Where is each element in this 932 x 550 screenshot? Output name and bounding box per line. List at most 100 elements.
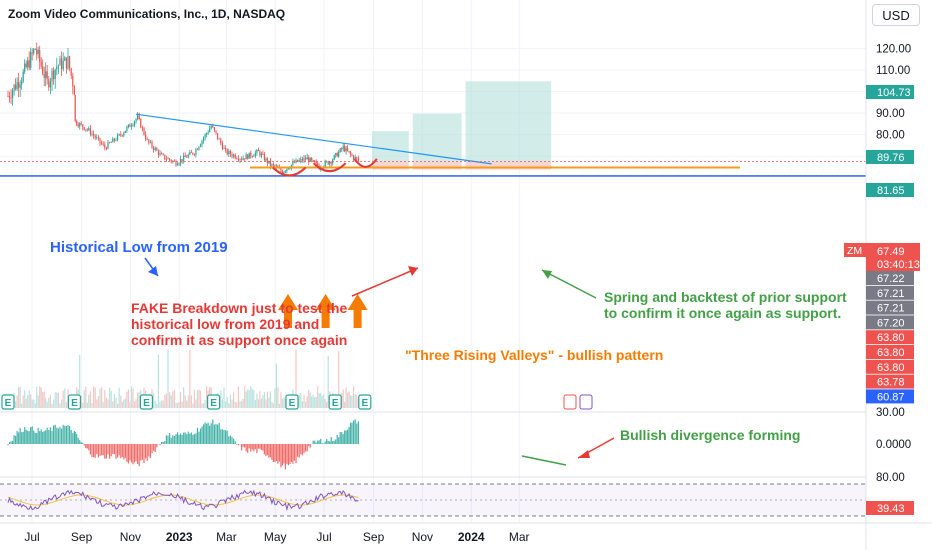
macd-bar-109 bbox=[176, 432, 179, 444]
macd-bar-116 bbox=[187, 431, 189, 444]
macd-bar-56 bbox=[93, 444, 95, 458]
volume-bar-100 bbox=[162, 400, 164, 408]
macd-bar-5 bbox=[15, 435, 17, 444]
earnings-marker-1 bbox=[67, 394, 82, 410]
candle-body-33 bbox=[57, 65, 59, 67]
macd-bar-118 bbox=[190, 432, 192, 444]
macd-bar-57 bbox=[94, 444, 96, 458]
candle-body-156 bbox=[250, 152, 252, 157]
macd-bar-74 bbox=[121, 444, 123, 458]
macd-bar-226 bbox=[356, 423, 358, 444]
volume-bar-19 bbox=[36, 386, 38, 408]
candle-body-124 bbox=[199, 144, 202, 147]
price-label-box-11 bbox=[866, 389, 914, 404]
candle-body-200 bbox=[317, 162, 319, 167]
volume-bar-163 bbox=[260, 398, 262, 408]
price-label-box-5 bbox=[866, 300, 914, 315]
divergence-annotation: Bullish divergence forming bbox=[620, 427, 800, 443]
macd-bar-105 bbox=[170, 437, 172, 444]
rsi-top-tick: 80.00 bbox=[876, 472, 905, 484]
candle-body-167 bbox=[266, 158, 268, 164]
candle-body-96 bbox=[156, 148, 158, 151]
volume-bar-70 bbox=[115, 397, 117, 408]
candle-body-22 bbox=[40, 61, 42, 67]
candle-body-152 bbox=[244, 158, 246, 160]
price-tick-3: 90.00 bbox=[876, 108, 905, 120]
price-axis: 120.00110.00100.0090.0080.0070.00104.738… bbox=[844, 0, 932, 550]
candle-body-109 bbox=[176, 164, 179, 166]
macd-bar-168 bbox=[268, 444, 270, 458]
candle-body-119 bbox=[192, 152, 194, 155]
alert-icon-box bbox=[563, 394, 577, 410]
candle-body-57 bbox=[94, 135, 96, 138]
volume-bar-75 bbox=[123, 399, 125, 408]
macd-bar-15 bbox=[30, 427, 32, 444]
macd-bar-60 bbox=[99, 444, 101, 456]
candle-body-137 bbox=[220, 139, 222, 144]
candle-body-127 bbox=[204, 134, 206, 139]
candle-body-111 bbox=[180, 159, 182, 164]
rsi-value-label: 39.43 bbox=[877, 503, 905, 515]
spring-line-1: Spring and backtest of prior support bbox=[604, 289, 847, 305]
price-label-box-10 bbox=[866, 374, 914, 389]
macd-bar-172 bbox=[274, 444, 276, 463]
candle-body-46 bbox=[77, 124, 79, 127]
macd-histogram bbox=[7, 419, 615, 470]
valley-curve-0 bbox=[272, 166, 307, 177]
volume-bar-120 bbox=[193, 389, 195, 408]
volume-bar-55 bbox=[91, 403, 93, 408]
macd-bar-211 bbox=[333, 440, 335, 444]
currency-button[interactable]: USD bbox=[872, 4, 920, 26]
macd-bar-38 bbox=[65, 426, 67, 444]
macd-bar-124 bbox=[199, 428, 202, 444]
volume-bar-113 bbox=[183, 387, 185, 408]
macd-bar-214 bbox=[338, 437, 340, 444]
macd-bar-39 bbox=[67, 425, 69, 444]
rising-arrow-2 bbox=[347, 294, 368, 328]
macd-bar-3 bbox=[11, 440, 14, 444]
macd-bar-26 bbox=[46, 427, 48, 444]
volume-bar-76 bbox=[124, 398, 126, 408]
candle-body-3 bbox=[11, 90, 14, 99]
volume-bar-102 bbox=[165, 393, 167, 408]
macd-bar-83 bbox=[135, 444, 137, 462]
macd-bar-64 bbox=[105, 444, 107, 459]
macd-bar-100 bbox=[162, 441, 164, 444]
candle-body-4 bbox=[13, 84, 15, 91]
price-label-4: 67.21 bbox=[877, 288, 905, 300]
volume-bar-28 bbox=[49, 394, 51, 408]
macd-bar-216 bbox=[341, 432, 343, 444]
price-tick-0: 120.00 bbox=[876, 43, 911, 55]
volume-bar-174 bbox=[277, 387, 279, 408]
macd-bar-22 bbox=[40, 429, 42, 444]
volume-bar-77 bbox=[126, 391, 128, 408]
volume-bar-170 bbox=[271, 401, 273, 408]
valley-curve-2 bbox=[353, 158, 378, 168]
macd-bar-50 bbox=[83, 444, 85, 446]
candle-body-129 bbox=[207, 132, 209, 134]
rising-arrow-0 bbox=[278, 294, 298, 328]
volume-bar-85 bbox=[138, 392, 140, 408]
volume-bar-116 bbox=[187, 395, 189, 408]
macd-bar-130 bbox=[209, 425, 211, 444]
candle-body-169 bbox=[269, 160, 271, 166]
candle-body-144 bbox=[231, 154, 233, 157]
volume-bar-33 bbox=[57, 392, 59, 408]
price-label-3: 67.22 bbox=[877, 273, 905, 285]
candle-body-100 bbox=[162, 154, 164, 156]
macd-bar-96 bbox=[156, 444, 158, 448]
candle-body-59 bbox=[97, 137, 99, 139]
macd-bar-63 bbox=[104, 444, 106, 459]
candle-body-82 bbox=[133, 121, 136, 125]
price-label-box-8 bbox=[866, 345, 914, 359]
volume-bar-52 bbox=[86, 402, 88, 408]
volume-bar-148 bbox=[237, 386, 239, 408]
candle-body-61 bbox=[101, 142, 103, 144]
symbol-tag: ZM bbox=[847, 245, 862, 257]
candle-body-123 bbox=[198, 146, 200, 150]
candle-body-2 bbox=[10, 97, 12, 99]
macd-bar-49 bbox=[82, 442, 84, 444]
macd-bar-197 bbox=[312, 440, 314, 444]
macd-bar-107 bbox=[173, 435, 175, 444]
